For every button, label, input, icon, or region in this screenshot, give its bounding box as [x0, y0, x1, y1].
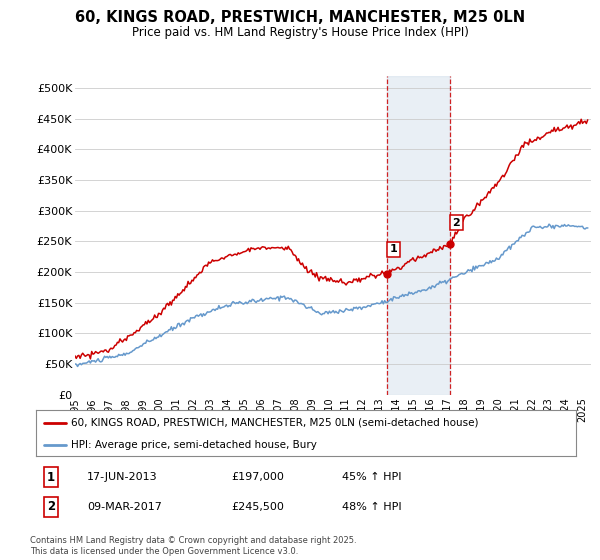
Text: 17-JUN-2013: 17-JUN-2013 [87, 472, 158, 482]
Text: 48% ↑ HPI: 48% ↑ HPI [342, 502, 401, 512]
Text: £245,500: £245,500 [231, 502, 284, 512]
Text: HPI: Average price, semi-detached house, Bury: HPI: Average price, semi-detached house,… [71, 440, 317, 450]
Text: Contains HM Land Registry data © Crown copyright and database right 2025.
This d: Contains HM Land Registry data © Crown c… [30, 536, 356, 556]
Text: 2: 2 [452, 218, 460, 227]
Text: 09-MAR-2017: 09-MAR-2017 [87, 502, 162, 512]
Text: Price paid vs. HM Land Registry's House Price Index (HPI): Price paid vs. HM Land Registry's House … [131, 26, 469, 39]
Text: 60, KINGS ROAD, PRESTWICH, MANCHESTER, M25 0LN (semi-detached house): 60, KINGS ROAD, PRESTWICH, MANCHESTER, M… [71, 418, 479, 428]
Text: 1: 1 [47, 470, 55, 484]
Text: 60, KINGS ROAD, PRESTWICH, MANCHESTER, M25 0LN: 60, KINGS ROAD, PRESTWICH, MANCHESTER, M… [75, 10, 525, 25]
Text: £197,000: £197,000 [231, 472, 284, 482]
Text: 2: 2 [47, 500, 55, 514]
Bar [388, 76, 450, 395]
Text: 45% ↑ HPI: 45% ↑ HPI [342, 472, 401, 482]
Text: 1: 1 [389, 244, 397, 254]
